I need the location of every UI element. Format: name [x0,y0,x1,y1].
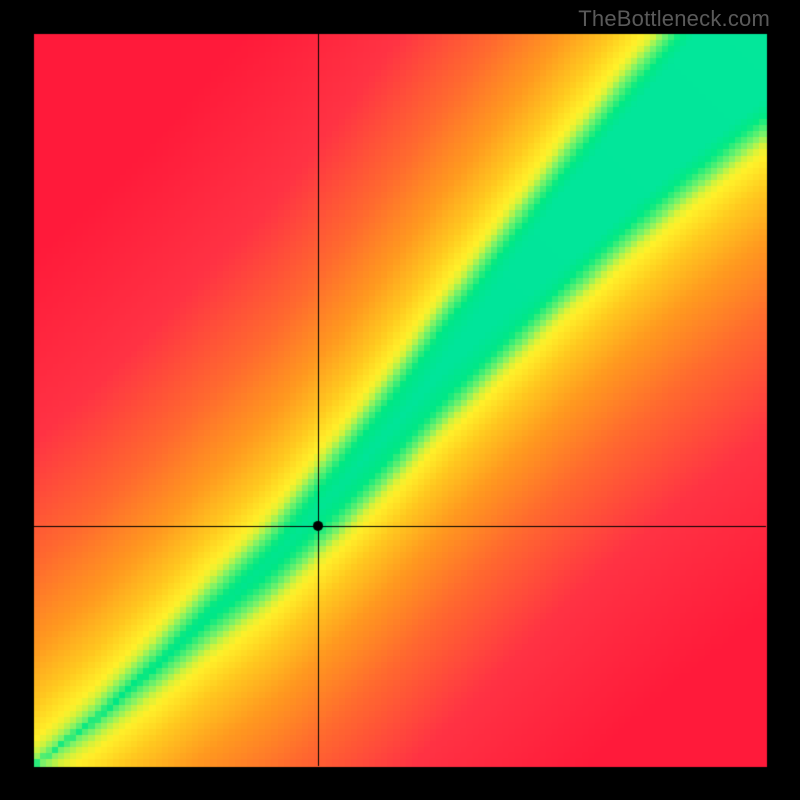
watermark-text: TheBottleneck.com [578,6,770,32]
bottleneck-heatmap [0,0,800,800]
chart-container: TheBottleneck.com [0,0,800,800]
